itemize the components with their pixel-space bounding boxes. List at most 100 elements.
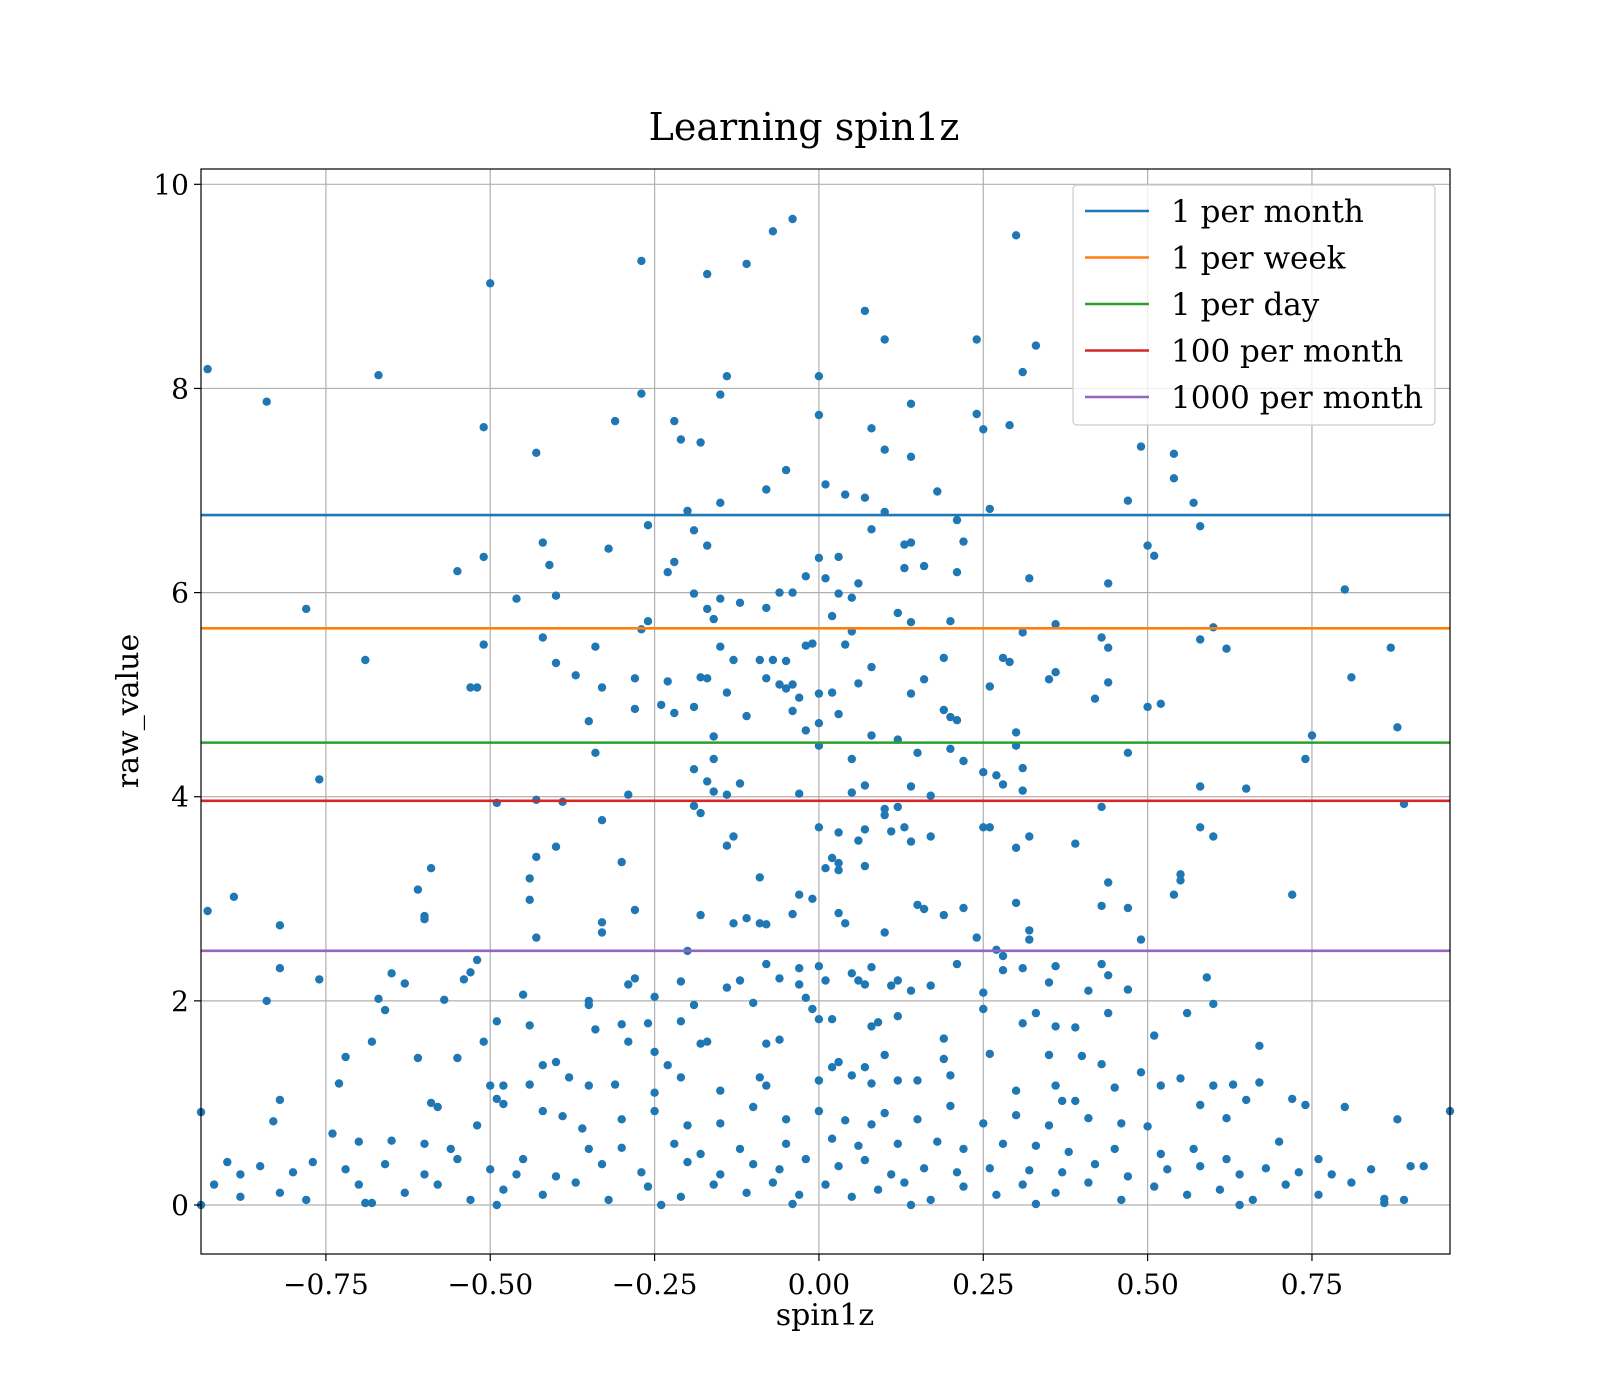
- scatter-point: [867, 424, 876, 433]
- scatter-point: [1136, 1068, 1146, 1077]
- scatter-point: [689, 526, 699, 535]
- scatter-point: [551, 591, 561, 600]
- scatter-point: [847, 754, 856, 764]
- scatter-point: [709, 614, 718, 624]
- scatter-point: [722, 983, 732, 992]
- scatter-point: [466, 683, 475, 692]
- scatter-point: [775, 588, 784, 597]
- scatter-point: [551, 658, 561, 668]
- scatter-point: [420, 915, 429, 924]
- scatter-point: [499, 1185, 508, 1194]
- scatter-point: [387, 969, 396, 978]
- scatter-point: [821, 480, 830, 489]
- scatter-point: [860, 1155, 870, 1165]
- scatter-point: [827, 1015, 837, 1024]
- scatter-point: [808, 639, 817, 648]
- scatter-point: [1117, 1195, 1126, 1205]
- scatter-point: [1011, 231, 1021, 240]
- y-tick-label: 8: [171, 372, 189, 405]
- scatter-point: [1150, 551, 1159, 560]
- scatter-point: [1025, 935, 1034, 944]
- scatter-point: [532, 933, 541, 942]
- legend: 1 per month 1 per week 1 per day 100 per mo…: [1072, 184, 1436, 426]
- scatter-point: [689, 702, 699, 712]
- scatter-point: [610, 1080, 620, 1089]
- scatter-point: [860, 1063, 870, 1072]
- scatter-point: [841, 1116, 850, 1125]
- scatter-point: [518, 1154, 528, 1164]
- scatter-point: [538, 633, 547, 642]
- scatter-point: [854, 976, 863, 985]
- scatter-point: [683, 1121, 692, 1130]
- scatter-point: [1051, 1022, 1060, 1031]
- scatter-point: [1182, 1008, 1192, 1018]
- scatter-point: [716, 642, 725, 651]
- scatter-point: [1104, 971, 1113, 980]
- scatter-point: [1097, 1060, 1106, 1069]
- scatter-point: [1242, 784, 1251, 793]
- scatter-point: [755, 919, 764, 928]
- scatter-point: [939, 1034, 948, 1043]
- scatter-point: [584, 1144, 593, 1154]
- scatter-point: [979, 823, 988, 832]
- scatter-point: [367, 1198, 377, 1208]
- scatter-point: [1340, 585, 1350, 594]
- scatter-point: [716, 1119, 725, 1128]
- scatter-point: [413, 1053, 423, 1063]
- scatter-point: [630, 674, 640, 683]
- scatter-point: [801, 641, 810, 650]
- scatter-point: [847, 788, 856, 797]
- scatter-point: [709, 1180, 718, 1189]
- scatter-point: [663, 677, 672, 686]
- scatter-point: [696, 438, 705, 447]
- scatter-point: [1143, 541, 1152, 550]
- scatter-point: [906, 782, 916, 791]
- scatter-point: [676, 435, 686, 444]
- scatter-point: [992, 1190, 1001, 1200]
- scatter-point: [775, 974, 784, 983]
- scatter-point: [1104, 678, 1113, 687]
- scatter-point: [1051, 1188, 1060, 1198]
- scatter-point: [676, 1073, 686, 1082]
- scatter-point: [834, 709, 843, 719]
- scatter-point: [900, 823, 909, 832]
- scatter-point: [834, 589, 843, 598]
- scatter-point: [854, 579, 863, 588]
- scatter-point: [1110, 1083, 1119, 1092]
- scatter-point: [1176, 876, 1185, 885]
- scatter-point: [1097, 802, 1106, 812]
- scatter-point: [1196, 823, 1205, 832]
- scatter-point: [1110, 1144, 1119, 1154]
- scatter-point: [1209, 1081, 1218, 1090]
- scatter-point: [972, 409, 981, 419]
- scatter-point: [893, 608, 902, 618]
- scatter-point: [860, 980, 870, 989]
- scatter-point: [630, 974, 640, 983]
- scatter-point: [781, 684, 791, 693]
- scatter-point: [1011, 1111, 1021, 1120]
- scatter-point: [315, 775, 324, 784]
- scatter-point: [643, 521, 653, 530]
- scatter-point: [762, 959, 771, 969]
- scatter-point: [223, 1157, 232, 1167]
- scatter-point: [1419, 1162, 1428, 1171]
- scatter-point: [1347, 1178, 1356, 1187]
- scatter-point: [952, 515, 962, 525]
- scatter-point: [354, 1137, 363, 1146]
- scatter-point: [1176, 870, 1185, 879]
- scatter-point: [663, 568, 672, 577]
- scatter-point: [584, 717, 593, 726]
- scatter-point: [814, 410, 824, 420]
- scatter-point: [676, 977, 686, 986]
- scatter-point: [512, 1170, 521, 1179]
- scatter-point: [703, 777, 712, 786]
- scatter-point: [1288, 1094, 1297, 1104]
- scatter-point: [814, 1015, 824, 1024]
- y-tick-label: 10: [153, 168, 189, 201]
- scatter-point: [1196, 635, 1205, 644]
- scatter-point: [1031, 1199, 1041, 1209]
- scatter-point: [703, 604, 712, 614]
- scatter-point: [1150, 1031, 1159, 1040]
- scatter-point: [1104, 1008, 1113, 1018]
- scatter-point: [1196, 1162, 1205, 1171]
